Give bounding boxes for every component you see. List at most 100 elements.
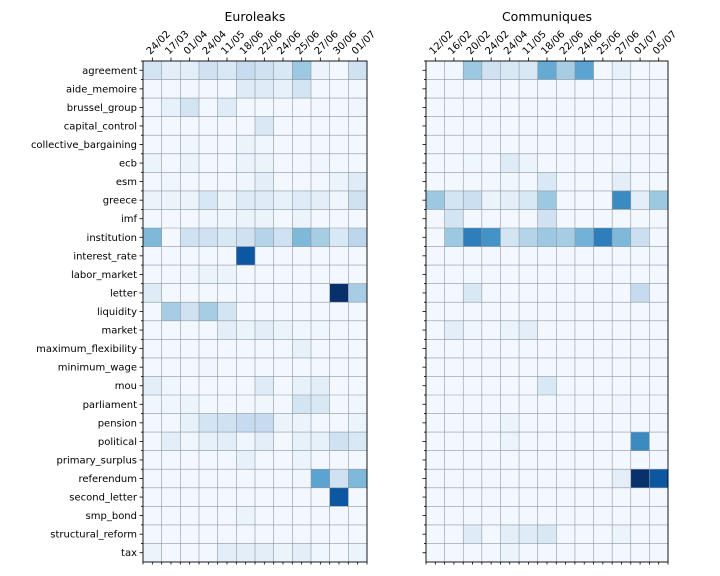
communiques-cell (574, 320, 594, 340)
communiques-cell (556, 246, 576, 266)
communiques-cell (593, 79, 613, 99)
communiques-cell (612, 153, 632, 173)
communiques-cell (574, 506, 594, 526)
euroleaks-y-tick-label: esm (116, 177, 137, 188)
euroleaks-cell (292, 153, 312, 173)
communiques-cell (649, 395, 669, 414)
euroleaks-panel: Euroleaks 24/0217/0301/0424/0411/0518/06… (31, 9, 378, 565)
euroleaks-cell (180, 61, 200, 80)
euroleaks-cell (143, 209, 162, 229)
communiques-cell (463, 265, 483, 284)
euroleaks-y-tick-label: parliament (83, 400, 138, 411)
euroleaks-cell (217, 357, 237, 377)
euroleaks-cell (161, 246, 181, 266)
euroleaks-cell (273, 320, 293, 340)
euroleaks-cell (217, 265, 237, 284)
euroleaks-cell (199, 265, 218, 284)
euroleaks-cell (273, 432, 293, 451)
communiques-cell (500, 376, 520, 396)
communiques-cell (574, 376, 594, 396)
communiques-cell (593, 395, 613, 414)
communiques-cell (426, 469, 445, 489)
communiques-cell (463, 283, 483, 303)
communiques-cell (444, 61, 464, 80)
euroleaks-cell (180, 339, 200, 359)
communiques-cell (574, 116, 594, 136)
euroleaks-cell (143, 61, 162, 80)
euroleaks-cell (236, 487, 256, 507)
communiques-cell (463, 98, 483, 117)
communiques-panel: Communiques 12/0216/0220/0224/0224/0411/… (422, 9, 679, 565)
euroleaks-cell (255, 376, 274, 396)
communiques-cell (556, 265, 576, 284)
euroleaks-cell (199, 450, 218, 470)
communiques-cell (463, 79, 483, 99)
euroleaks-y-tick-label: referendum (78, 474, 137, 485)
communiques-cell (519, 339, 538, 359)
communiques-cell (444, 357, 464, 377)
euroleaks-cell (236, 265, 256, 284)
communiques-cell (444, 209, 464, 229)
communiques-cell (649, 283, 669, 303)
euroleaks-y-tick-label: tax (121, 548, 137, 559)
communiques-cell (537, 302, 557, 322)
communiques-cell (593, 524, 613, 544)
communiques-cell (537, 116, 557, 136)
euroleaks-cell (236, 320, 256, 340)
communiques-cell (463, 246, 483, 266)
euroleaks-cell (217, 190, 237, 210)
euroleaks-y-tick-label: collective_bargaining (31, 140, 137, 151)
communiques-cell (519, 172, 538, 192)
communiques-cell (426, 357, 445, 377)
communiques-cell (556, 395, 576, 414)
communiques-cell (500, 283, 520, 303)
communiques-cell (500, 524, 520, 544)
euroleaks-cell (199, 432, 218, 451)
communiques-cell (519, 116, 538, 136)
communiques-cell (463, 543, 483, 563)
communiques-cell (593, 487, 613, 507)
euroleaks-cell (329, 228, 349, 247)
communiques-cell (481, 265, 501, 284)
communiques-cell (537, 395, 557, 414)
euroleaks-cell (255, 506, 274, 526)
euroleaks-cell (199, 487, 218, 507)
communiques-cell (630, 302, 650, 322)
communiques-cell (612, 283, 632, 303)
communiques-cell (612, 524, 632, 544)
communiques-cell (537, 413, 557, 433)
euroleaks-cell (217, 506, 237, 526)
euroleaks-cell (161, 469, 181, 489)
euroleaks-cell (161, 209, 181, 229)
euroleaks-cell (348, 98, 368, 117)
communiques-cell (537, 228, 557, 247)
communiques-cell (426, 98, 445, 117)
euroleaks-cell (348, 320, 368, 340)
communiques-cell (649, 190, 669, 210)
communiques-cell (556, 302, 576, 322)
communiques-cell (574, 153, 594, 173)
communiques-cell (574, 265, 594, 284)
communiques-cell (500, 357, 520, 377)
euroleaks-cell (273, 61, 293, 80)
communiques-cell (537, 524, 557, 544)
communiques-cell (630, 487, 650, 507)
communiques-cell (500, 116, 520, 136)
euroleaks-cell (311, 116, 330, 136)
communiques-cell (556, 79, 576, 99)
communiques-cell (481, 376, 501, 396)
euroleaks-cell (236, 506, 256, 526)
euroleaks-cell (143, 302, 162, 322)
communiques-cell (500, 469, 520, 489)
euroleaks-cell (143, 432, 162, 451)
euroleaks-cell (292, 209, 312, 229)
communiques-cell (463, 135, 483, 155)
communiques-cell (593, 116, 613, 136)
communiques-cell (500, 153, 520, 173)
communiques-cell (444, 543, 464, 563)
euroleaks-cell (255, 209, 274, 229)
euroleaks-cell (199, 413, 218, 433)
communiques-cell (556, 469, 576, 489)
euroleaks-cell (161, 413, 181, 433)
communiques-cell (444, 116, 464, 136)
